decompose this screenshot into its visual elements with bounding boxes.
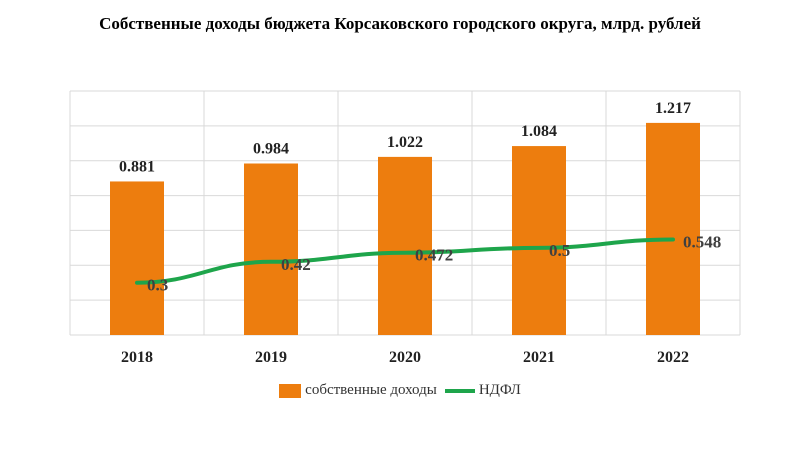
x-tick-label: 2019 <box>255 349 287 366</box>
bar-value-label: 1.022 <box>387 134 423 151</box>
legend-label-income: собственные доходы <box>305 382 437 398</box>
line-value-label: 0.472 <box>415 246 453 265</box>
legend: собственные доходы НДФЛ <box>0 382 800 399</box>
x-tick-label: 2021 <box>523 349 555 366</box>
legend-item-ndfl[interactable]: НДФЛ <box>444 382 521 399</box>
bar <box>378 156 432 335</box>
bar-value-label: 0.984 <box>253 141 289 158</box>
x-tick-label: 2020 <box>389 349 421 366</box>
bar <box>110 181 164 335</box>
ndfl-line <box>135 237 675 285</box>
bar <box>244 163 298 335</box>
legend-label-ndfl: НДФЛ <box>478 382 521 398</box>
x-axis-ticks: 2018 2019 2020 2021 2022 <box>121 349 689 366</box>
bar <box>646 122 700 335</box>
line-series <box>135 237 675 285</box>
bar <box>512 146 566 335</box>
x-tick-label: 2018 <box>121 349 153 366</box>
line-value-label: 0.3 <box>147 276 168 295</box>
legend-swatch-bar <box>279 383 302 398</box>
line-value-label: 0.5 <box>549 241 570 260</box>
line-value-label: 0.42 <box>281 255 311 274</box>
x-tick-label: 2022 <box>657 349 689 366</box>
legend-item-income[interactable]: собственные доходы <box>279 382 437 399</box>
data-labels: 0.881 0.984 1.022 1.084 1.217 0.3 0.42 0.472 0.5… <box>119 100 721 295</box>
bar-value-label: 0.881 <box>119 158 155 175</box>
bar-value-label: 1.084 <box>521 123 557 140</box>
chart-title: Собственные доходы бюджета Корсаковского… <box>99 14 701 33</box>
line-value-label: 0.548 <box>683 232 721 251</box>
legend-swatch-line <box>444 388 475 393</box>
bar-series <box>110 122 700 335</box>
bar-value-label: 1.217 <box>655 100 691 117</box>
